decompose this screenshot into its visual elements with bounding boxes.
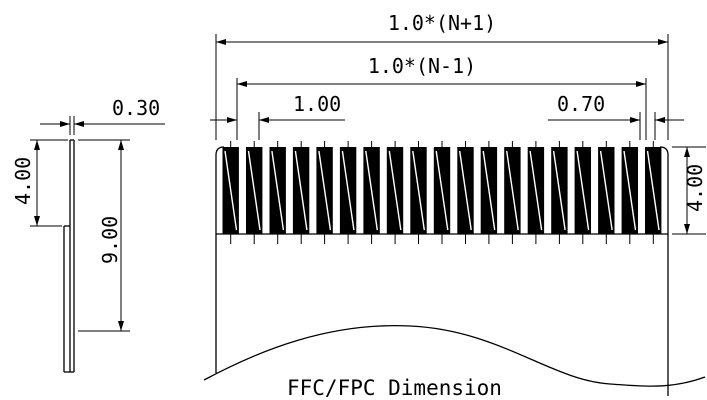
stiffener-length-dimension: 4.00 — [11, 139, 68, 227]
contact-hatch — [599, 150, 613, 231]
contact-hatch — [365, 150, 378, 231]
drawing-caption: FFC/FPC Dimension — [287, 376, 502, 400]
contact-hatch — [482, 150, 496, 231]
contact-hatch — [623, 150, 637, 231]
overall-width-dimension: 1.0*(N+1) — [215, 11, 669, 140]
contact-hatch — [459, 150, 472, 231]
contact-hatch — [294, 150, 308, 231]
contact-hatch — [435, 150, 449, 231]
contact-length-dimension: 4.00 — [672, 146, 707, 235]
contact-length-label: 4.00 — [683, 164, 707, 212]
contact-hatch — [271, 150, 285, 231]
tail-length-label: 9.00 — [98, 216, 122, 264]
pitch-label: 1.00 — [293, 92, 341, 116]
contact-hatch — [506, 150, 519, 231]
pin-span-dimension: 1.0*(N-1) — [236, 54, 647, 140]
overall-width-label: 1.0*(N+1) — [388, 11, 496, 35]
contact-hatch — [224, 150, 238, 231]
contact-hatch — [576, 150, 590, 231]
contact-hatch — [247, 150, 261, 231]
top-view: 1.0*(N+1) 1.0*(N-1) 1.00 — [203, 11, 707, 400]
stiffener-length-label: 4.00 — [11, 157, 35, 205]
thickness-label: 0.30 — [112, 96, 160, 120]
contact-hatch — [646, 150, 660, 231]
contact-hatch — [552, 150, 566, 231]
contact-hatch — [341, 150, 355, 231]
contact-width-label: 0.70 — [557, 92, 605, 116]
tail-length-dimension: 9.00 — [78, 139, 130, 332]
pin-span-label: 1.0*(N-1) — [368, 54, 476, 78]
contact-hatch — [318, 150, 332, 231]
contact-hatch — [412, 150, 425, 231]
contact-hatch — [388, 150, 402, 231]
side-view: 0.30 4.00 9.00 — [11, 96, 165, 373]
contact-hatch — [529, 150, 543, 231]
contact-width-dimension: 0.70 — [548, 92, 684, 140]
pitch-dimension: 1.00 — [210, 92, 345, 140]
contact-array — [222, 141, 662, 244]
thickness-dimension: 0.30 — [40, 96, 165, 135]
